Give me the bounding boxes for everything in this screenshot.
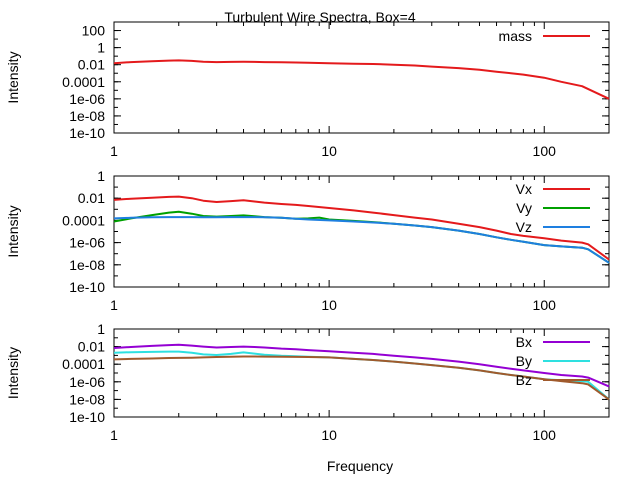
- x-tick-label: 100: [533, 427, 557, 443]
- y-tick-label: 0.01: [78, 190, 105, 206]
- y-tick-label: 1e-06: [69, 374, 105, 390]
- y-tick-label: 1e-08: [69, 257, 105, 273]
- legend-label-vx: Vx: [516, 181, 532, 197]
- y-tick-label: 0.0001: [62, 74, 105, 90]
- y-tick-label: 100: [82, 23, 106, 39]
- y-tick-label: 0.01: [78, 339, 105, 355]
- series-line-bx: [113, 343, 610, 388]
- figure-title: Turbulent Wire Spectra, Box=4: [224, 9, 416, 25]
- y-tick-label: 1e-10: [69, 125, 105, 141]
- y-tick-label: 0.0001: [62, 356, 105, 372]
- legend-label-vz: Vz: [516, 219, 532, 235]
- y-tick-label: 1e-08: [69, 108, 105, 124]
- legend-label-by: By: [516, 353, 532, 369]
- series-line-bz: [113, 355, 610, 401]
- plot-frame: [113, 175, 610, 288]
- y-tick-label: 0.01: [78, 57, 105, 73]
- y-tick-label: 1e-08: [69, 391, 105, 407]
- y-tick-label: 0.0001: [62, 212, 105, 228]
- x-tick-label: 10: [321, 297, 337, 313]
- series-line-mass: [113, 59, 610, 100]
- x-tick-label: 1: [110, 427, 118, 443]
- plot-frame: [113, 21, 610, 134]
- y-axis-label: Intensity: [5, 347, 21, 399]
- y-tick-label: 1: [97, 40, 105, 56]
- legend-label-bz: Bz: [516, 372, 532, 388]
- x-tick-label: 10: [321, 143, 337, 159]
- x-tick-label: 100: [533, 297, 557, 313]
- x-tick-label: 1: [110, 297, 118, 313]
- x-tick-label: 1: [110, 143, 118, 159]
- y-axis-label: Intensity: [5, 51, 21, 103]
- velocity-spectrum-panel: 1 0.01 0.0001 1e-06 1e-08 1e-10 1 10 100 Intensit…: [5, 168, 610, 313]
- legend-label-bx: Bx: [516, 334, 532, 350]
- plot-frame: [113, 328, 610, 418]
- y-tick-label: 1e-10: [69, 279, 105, 295]
- y-axis-label: Intensity: [5, 205, 21, 257]
- y-tick-label: 1: [97, 168, 105, 184]
- y-tick-label: 1: [97, 321, 105, 337]
- series-line-vx: [113, 195, 610, 261]
- y-tick-label: 1e-06: [69, 235, 105, 251]
- series-line-vz: [113, 216, 610, 264]
- y-tick-label: 1e-10: [69, 409, 105, 425]
- y-tick-label: 1e-06: [69, 91, 105, 107]
- legend-label-vy: Vy: [516, 200, 532, 216]
- legend-label-mass: mass: [499, 28, 532, 44]
- x-tick-label: 100: [533, 143, 557, 159]
- x-tick-label: 10: [321, 427, 337, 443]
- x-axis-label: Frequency: [327, 458, 393, 474]
